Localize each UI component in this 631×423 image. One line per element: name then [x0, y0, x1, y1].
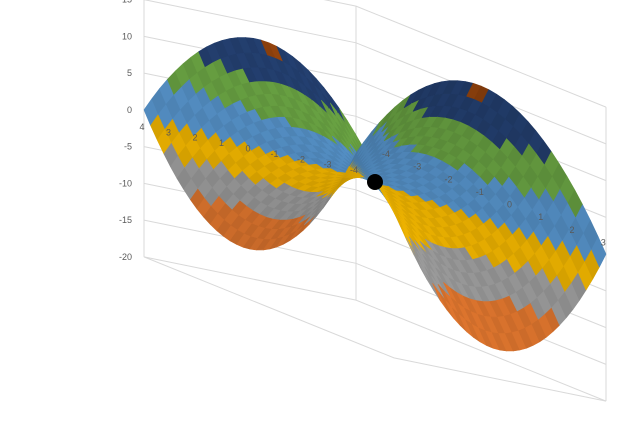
x-tick-label: -3 — [323, 160, 331, 170]
y-tick-label: 0 — [507, 200, 512, 210]
z-tick-label: -20 — [119, 252, 132, 262]
surface-mesh — [143, 37, 607, 352]
z-tick-label: 15 — [122, 0, 132, 5]
surface-facet — [591, 236, 607, 268]
z-tick-label: -10 — [119, 178, 132, 188]
y-tick-label: -1 — [476, 187, 484, 197]
x-tick-label: 1 — [219, 138, 224, 148]
x-tick-label: 4 — [139, 122, 144, 132]
z-tick-label: 10 — [122, 31, 132, 41]
floor-edge — [143, 256, 607, 402]
y-tick-label: 3 — [601, 237, 606, 247]
marker-layer — [367, 174, 383, 190]
x-tick-label: 0 — [245, 143, 250, 153]
y-tick-label: 1 — [538, 212, 543, 222]
x-tick-label: 2 — [192, 133, 197, 143]
z-tick-label: -15 — [119, 215, 132, 225]
y-axis-ticks: -3-2-101234-4 — [382, 149, 606, 247]
z-tick-label: -5 — [124, 142, 132, 152]
y-tick-label: 2 — [570, 225, 575, 235]
gridline-z--20 — [143, 256, 607, 402]
z-axis-ticks: 20151050-5-10-15-20 — [119, 0, 132, 262]
saddle-point-marker — [367, 174, 383, 190]
y-tick-label: -3 — [413, 162, 421, 172]
y-tick-label: -4 — [382, 149, 390, 159]
y-tick-label: -2 — [445, 174, 453, 184]
z-tick-label: 0 — [127, 105, 132, 115]
x-tick-label: -4 — [350, 165, 358, 175]
x-tick-label: 3 — [166, 127, 171, 137]
x-tick-label: -1 — [270, 149, 278, 159]
z-tick-label: 5 — [127, 68, 132, 78]
x-axis-ticks: 4 3 2 1 0 -1 -2 -3 -4 — [139, 122, 358, 175]
x-tick-label: -2 — [297, 154, 305, 164]
